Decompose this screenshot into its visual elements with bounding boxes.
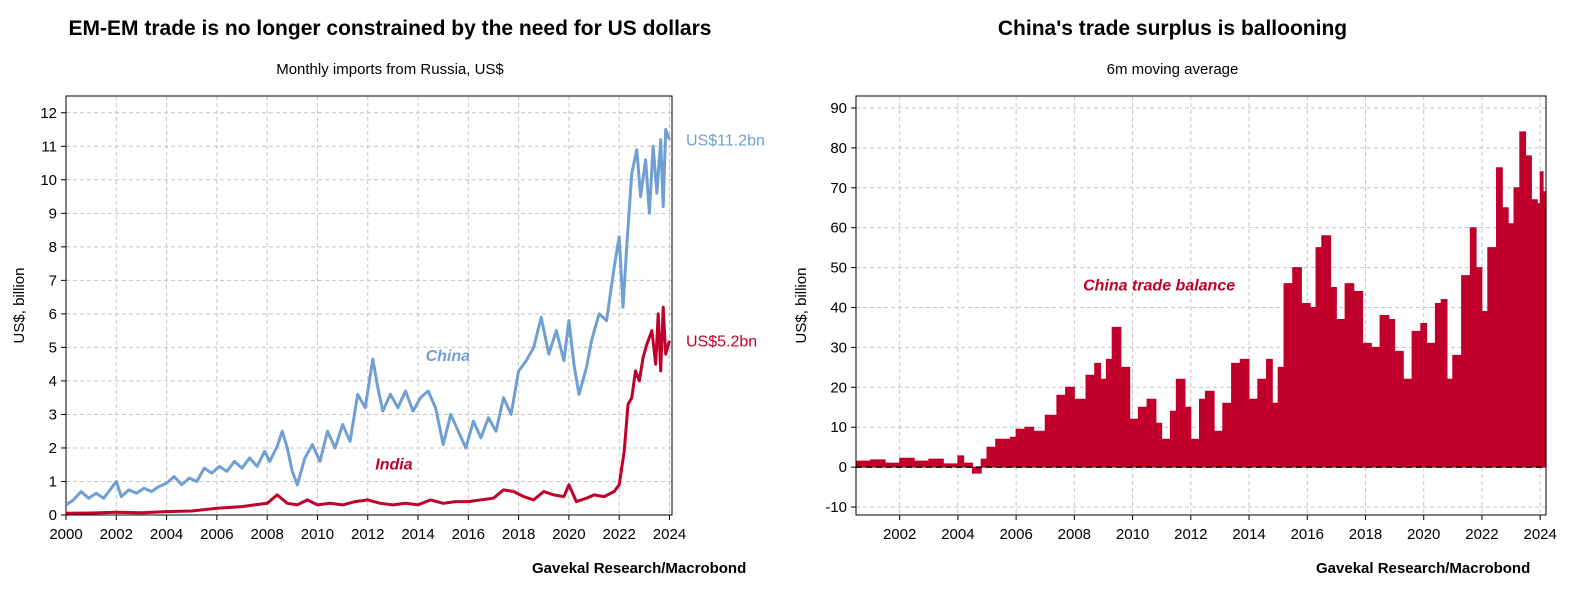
left-y-tick-label: 6 [49,306,57,323]
left-x-tick-label: 2008 [250,526,283,543]
series-area-china-trade-balance [855,131,1547,474]
right-x-tick-label: 2002 [883,526,916,543]
left-y-tick-label: 12 [40,105,57,122]
left-x-tick-label: 2000 [49,526,82,543]
left-y-tick-label: 11 [41,138,57,155]
left-y-tick-label: 3 [49,406,57,423]
left-x-tick-label: 2002 [100,526,133,543]
right-y-tick-label: -10 [825,499,847,516]
left-x-tick-label: 2010 [301,526,334,543]
left-y-tick-label: 7 [49,272,57,289]
left-y-tick-label: 8 [49,239,57,256]
right-x-tick-label: 2014 [1232,526,1265,543]
series-label-india: India [375,457,412,474]
right-chart-title: China's trade surplus is ballooning [997,17,1348,40]
series-end-label-china: US$11.2bn [686,133,765,150]
series-label-china-trade-balance: China trade balance [1083,277,1235,294]
left-x-tick-label: 2022 [603,526,636,543]
left-chart-subtitle: Monthly imports from Russia, US$ [276,61,504,78]
left-y-tick-label: 0 [49,507,57,524]
right-plot-frame [855,95,1547,516]
right-x-tick-label: 2018 [1349,526,1382,543]
right-y-tick-label: 40 [830,299,847,316]
series-line-india [65,305,671,515]
right-chart-subtitle: 6m moving average [1106,61,1239,78]
right-x-tick-label: 2006 [999,526,1032,543]
left-x-tick-label: 2006 [200,526,233,543]
right-y-tick-label: 10 [830,419,847,436]
right-chart: -10 0 10 20 30 40 50 60 70 80 90 2002 2004 2006 2008 20… [793,95,1557,543]
left-y-tick-label: 9 [49,205,57,222]
right-x-tick-label: 2008 [1058,526,1091,543]
right-chart-source: Gavekal Research/Macrobond [1316,560,1531,577]
right-y-tick-label: 0 [839,459,847,476]
right-x-tick-label: 2016 [1291,526,1324,543]
right-x-tick-label: 2024 [1523,526,1556,543]
left-x-tick-label: 2020 [552,526,585,543]
right-x-tick-label: 2004 [941,526,974,543]
left-y-tick-label: 1 [49,473,57,490]
left-plot-frame [65,95,673,516]
left-chart-source: Gavekal Research/Macrobond [532,560,747,577]
right-y-tick-label: 60 [830,220,847,237]
left-y-axis-label: US$, billion [11,268,28,344]
left-y-tick-label: 5 [49,339,57,356]
left-x-tick-label: 2014 [401,526,434,543]
right-x-tick-label: 2010 [1116,526,1149,543]
left-y-tick-label: 2 [49,440,57,457]
left-x-tick-label: 2024 [653,526,686,543]
right-x-tick-label: 2022 [1465,526,1498,543]
right-y-tick-label: 80 [830,140,847,157]
series-end-label-india: US$5.2bn [686,334,757,351]
series-label-china: China [426,348,471,365]
left-y-tick-label: 10 [40,172,57,189]
left-chart-title: EM-EM trade is no longer constrained by … [68,17,712,40]
left-x-tick-label: 2004 [150,526,183,543]
left-y-tick-label: 4 [49,373,57,390]
right-y-tick-label: 50 [830,260,847,277]
right-y-tick-label: 90 [830,100,847,117]
left-x-tick-label: 2016 [452,526,485,543]
right-y-tick-label: 30 [830,339,847,356]
right-x-tick-label: 2020 [1407,526,1440,543]
left-x-tick-label: 2012 [351,526,384,543]
right-y-axis-label: US$, billion [793,268,810,344]
right-y-tick-label: 20 [830,379,847,396]
right-y-tick-label: 70 [830,180,847,197]
left-x-tick-label: 2018 [502,526,535,543]
right-x-tick-label: 2012 [1174,526,1207,543]
series-line-china [65,128,671,507]
